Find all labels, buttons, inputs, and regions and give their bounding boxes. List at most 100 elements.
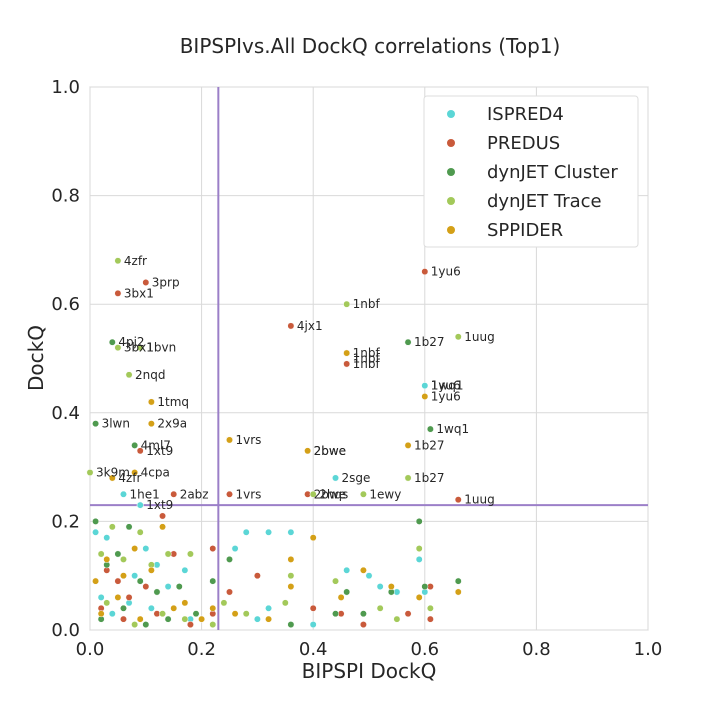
data-point: [209, 545, 217, 552]
data-point: [421, 382, 429, 390]
data-point: [209, 577, 217, 585]
data-point: [136, 615, 144, 623]
data-point: [454, 496, 462, 504]
x-tick-label: 0.6: [410, 639, 439, 660]
legend-label: SPPIDER: [487, 220, 563, 241]
point-label: 3bx1: [124, 286, 154, 300]
data-point: [147, 566, 155, 574]
point-label: 1nbf: [353, 297, 381, 311]
point-label: 1ewy: [369, 487, 401, 501]
y-axis-title: DockQ: [24, 325, 48, 391]
data-point: [125, 523, 133, 531]
point-label: 1tmq: [157, 395, 189, 409]
data-point: [343, 300, 351, 308]
legend-marker: [447, 139, 455, 147]
x-tick-label: 0.2: [187, 639, 216, 660]
data-point: [454, 588, 462, 596]
point-label: 2hqs: [319, 487, 348, 501]
data-point: [265, 528, 273, 536]
y-tick-label: 0.4: [51, 403, 80, 424]
data-point: [120, 490, 127, 498]
point-label: 1b27: [414, 438, 445, 452]
data-point: [103, 534, 111, 542]
data-point: [114, 257, 122, 265]
data-point: [131, 572, 139, 580]
point-label: 2bwe: [314, 444, 346, 458]
point-label: 1nbf: [353, 346, 381, 360]
data-point: [376, 583, 384, 591]
data-point: [147, 398, 155, 406]
data-point: [159, 610, 166, 618]
y-tick-label: 0.2: [51, 511, 80, 532]
data-point: [287, 621, 295, 629]
data-point: [332, 474, 339, 482]
data-point: [120, 555, 127, 563]
data-point: [454, 577, 462, 585]
data-point: [253, 572, 261, 580]
x-tick-label: 1.0: [634, 639, 663, 660]
data-point: [181, 566, 189, 574]
data-point: [108, 338, 116, 346]
legend: ISPRED4 PREDUS dynJET Cluster dynJET Trace S…: [423, 95, 639, 248]
data-point: [142, 621, 150, 629]
point-label: 1yu6: [431, 390, 461, 404]
point-label: 4jx1: [297, 319, 323, 333]
data-points: [86, 257, 462, 629]
legend-box: [423, 95, 639, 248]
data-point: [136, 344, 144, 352]
data-point: [136, 528, 144, 536]
data-point: [114, 344, 122, 352]
data-point: [226, 555, 233, 563]
point-label: 2sge: [342, 471, 371, 485]
data-point: [332, 610, 339, 618]
data-point: [404, 338, 412, 346]
point-label: 4zfr: [124, 254, 147, 268]
data-point: [186, 621, 194, 629]
data-point: [309, 534, 317, 542]
data-point: [97, 610, 105, 618]
data-point: [309, 490, 317, 498]
legend-label: dynJET Cluster: [487, 162, 618, 183]
y-tick-label: 0.6: [51, 294, 80, 315]
data-point: [365, 572, 373, 580]
data-point: [153, 588, 161, 596]
data-point: [209, 604, 217, 612]
data-point: [131, 545, 139, 552]
data-point: [253, 615, 261, 623]
data-point: [131, 621, 139, 629]
data-point: [198, 615, 206, 623]
point-label: 2abz: [180, 487, 209, 501]
point-label: 1xt9: [146, 444, 173, 458]
data-point: [304, 447, 312, 455]
data-point: [192, 610, 200, 618]
data-point: [415, 593, 423, 601]
data-point: [142, 545, 150, 552]
data-point: [108, 610, 116, 618]
data-point: [136, 501, 144, 509]
y-tick-label: 0.0: [51, 620, 80, 641]
data-point: [92, 528, 100, 536]
data-point: [136, 577, 144, 585]
data-point: [147, 604, 155, 612]
data-point: [108, 523, 116, 531]
data-point: [287, 555, 295, 563]
data-point: [387, 583, 395, 591]
data-point: [415, 545, 423, 552]
data-point: [125, 593, 133, 601]
point-label: 2bwe: [314, 487, 346, 501]
data-point: [164, 550, 172, 558]
x-axis-title: BIPSPI DockQ: [302, 659, 437, 683]
data-point: [231, 610, 239, 618]
data-point: [343, 566, 351, 574]
point-label: 1vrs: [236, 433, 262, 447]
data-point: [404, 474, 412, 482]
data-point: [359, 610, 367, 618]
point-label: 1vrs: [236, 487, 262, 501]
legend-label: dynJET Trace: [487, 191, 602, 212]
data-point: [170, 604, 178, 612]
data-point: [114, 593, 122, 601]
data-point: [114, 577, 122, 585]
gridlines: [89, 86, 649, 631]
data-point: [186, 550, 194, 558]
